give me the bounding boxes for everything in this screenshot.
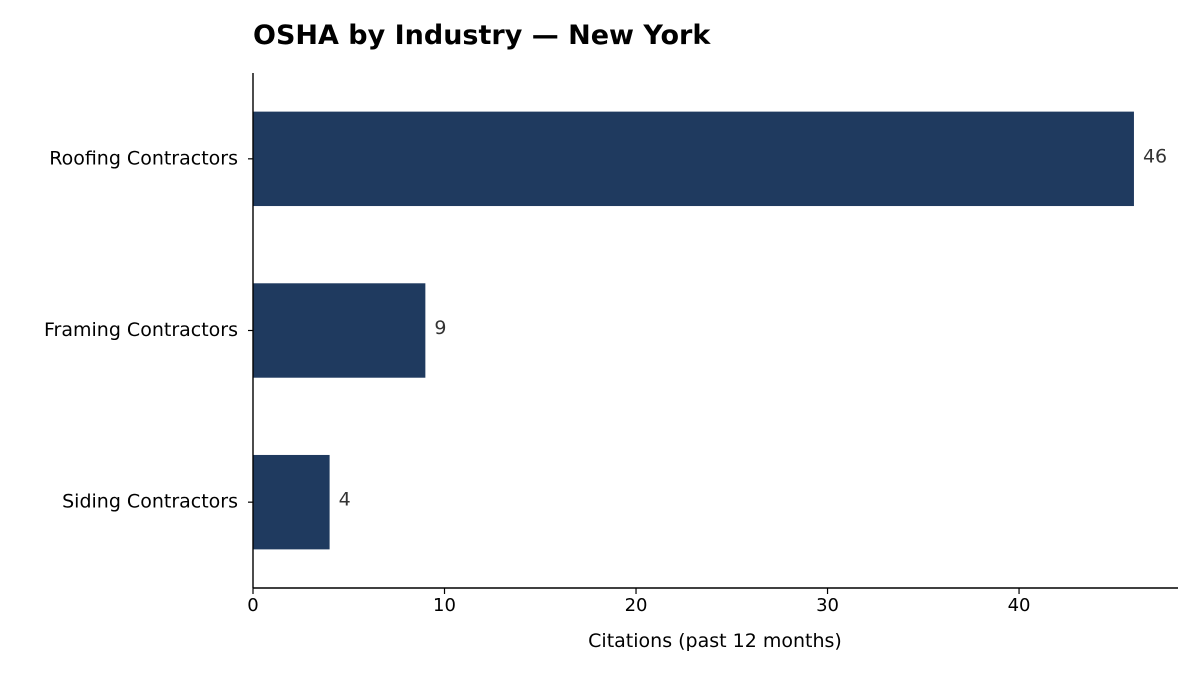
x-tick-label: 20 xyxy=(625,595,648,616)
bar-roofing-contractors xyxy=(253,111,1134,207)
y-tick-label: Roofing Contractors xyxy=(49,147,238,169)
y-tick-label: Framing Contractors xyxy=(44,319,238,341)
bar-framing-contractors xyxy=(253,283,426,378)
x-tick-label: 0 xyxy=(247,595,258,616)
value-labels-layer: 46 9 4 xyxy=(339,145,1168,510)
x-axis-label: Citations (past 12 months) xyxy=(588,630,842,652)
x-tick-label: 10 xyxy=(433,595,456,616)
y-axis: Roofing Contractors Framing Contractors Si… xyxy=(44,73,254,588)
chart-title: OSHA by Industry — New York xyxy=(253,20,711,51)
y-tick-label: Siding Contractors xyxy=(62,491,238,513)
bar-siding-contractors xyxy=(253,454,330,550)
value-label: 46 xyxy=(1143,145,1167,167)
x-tick-label: 30 xyxy=(816,595,839,616)
value-label: 9 xyxy=(434,317,446,339)
x-tick-label: 40 xyxy=(1008,595,1031,616)
value-label: 4 xyxy=(339,489,351,511)
x-axis: 0 10 20 30 40 xyxy=(247,587,1178,616)
bars-layer xyxy=(253,111,1134,550)
